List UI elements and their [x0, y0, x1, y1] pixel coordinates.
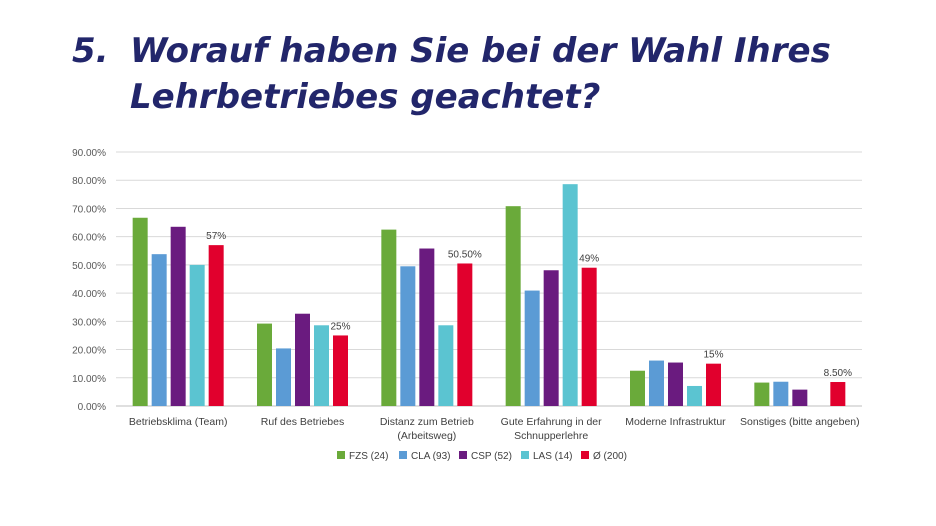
bar — [505, 206, 521, 406]
y-tick-label: 10.00% — [72, 374, 106, 385]
legend-swatch — [521, 451, 529, 459]
legend-swatch — [459, 451, 467, 459]
x-category-label: Sonstiges (bitte angeben) — [740, 416, 860, 428]
bar — [668, 362, 683, 406]
y-tick-label: 60.00% — [72, 233, 106, 244]
y-tick-label: 50.00% — [72, 261, 106, 272]
x-category-label: Betriebsklima (Team) — [129, 416, 228, 428]
slide-title: 5. Worauf haben Sie bei der Wahl Ihres L… — [72, 28, 850, 120]
bar — [438, 325, 454, 406]
y-tick-label: 0.00% — [78, 402, 106, 413]
x-category-label: Moderne Infrastruktur — [625, 416, 726, 428]
slide-number: 5. — [72, 31, 109, 71]
y-tick-label: 70.00% — [72, 204, 106, 215]
bar — [208, 245, 224, 406]
bar — [687, 385, 702, 406]
bar — [649, 360, 664, 406]
bar — [257, 323, 272, 406]
y-tick-label: 90.00% — [72, 148, 106, 159]
legend-label: CLA (93) — [411, 451, 450, 462]
bar — [524, 290, 540, 406]
data-label: 57% — [206, 231, 226, 242]
data-label: 15% — [703, 350, 723, 361]
bar — [457, 263, 473, 406]
legend-swatch — [399, 451, 407, 459]
y-tick-label: 80.00% — [72, 176, 106, 187]
bar — [773, 381, 789, 406]
data-label: 25% — [330, 321, 350, 332]
data-label: 49% — [579, 254, 599, 265]
data-label: 50.50% — [448, 249, 482, 260]
y-tick-label: 40.00% — [72, 289, 106, 300]
bar — [170, 226, 186, 406]
legend-label: Ø (200) — [593, 451, 627, 462]
slide-title-text: Worauf haben Sie bei der Wahl Ihres Lehr… — [130, 31, 831, 117]
bar — [562, 184, 578, 406]
bar — [830, 382, 846, 406]
data-label: 8.50% — [824, 368, 852, 379]
x-category-label: Gute Erfahrung in der — [501, 416, 602, 428]
bar — [630, 370, 645, 406]
legend-label: CSP (52) — [471, 451, 512, 462]
legend-swatch — [581, 451, 589, 459]
bar — [295, 313, 310, 406]
bar — [706, 363, 721, 406]
bar — [276, 348, 291, 406]
y-tick-label: 20.00% — [72, 346, 106, 357]
x-category-label: Ruf des Betriebes — [261, 416, 344, 428]
bar — [132, 217, 148, 406]
bar — [381, 229, 397, 406]
bar — [314, 325, 329, 406]
bar — [419, 248, 435, 406]
y-tick-label: 30.00% — [72, 317, 106, 328]
x-category-label: Schnupperlehre — [514, 430, 588, 442]
legend-label: LAS (14) — [533, 451, 572, 462]
bar — [333, 335, 348, 406]
bar — [189, 264, 205, 406]
bar — [581, 267, 597, 406]
legend-label: FZS (24) — [349, 451, 388, 462]
bar — [792, 389, 808, 406]
bar — [543, 270, 559, 406]
bar — [754, 382, 770, 406]
bar — [400, 266, 416, 406]
legend-swatch — [337, 451, 345, 459]
x-category-label: Distanz zum Betrieb — [380, 416, 474, 428]
bar — [151, 254, 167, 406]
x-category-label: (Arbeitsweg) — [397, 430, 456, 442]
